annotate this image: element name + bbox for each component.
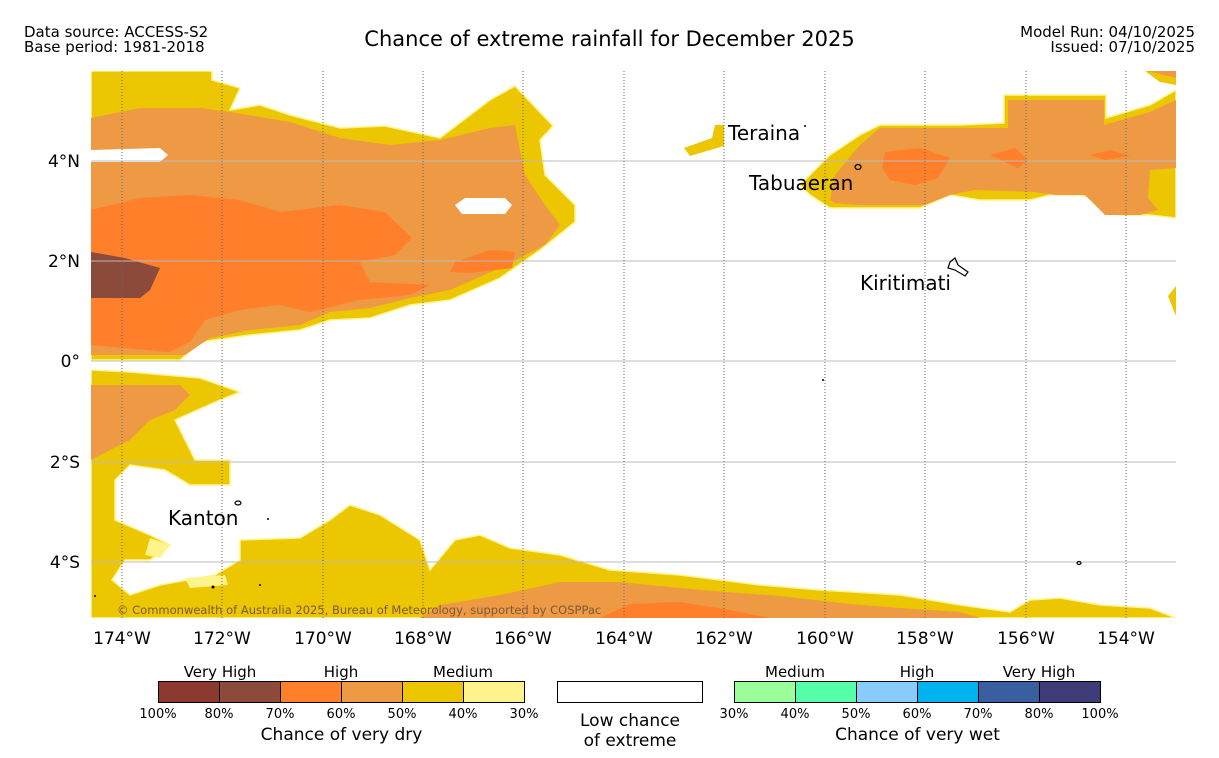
high-dry-region-south-core	[600, 602, 770, 618]
medium-dry-patch-east	[1168, 286, 1176, 316]
rainfall-map: © Commonwealth of Australia 2025, Bureau…	[48, 71, 1176, 649]
map-area: © Commonwealth of Australia 2025, Bureau…	[91, 71, 1176, 618]
legend-dry-swatch-1	[220, 682, 281, 702]
legend-wet-tick-4: 70%	[963, 707, 993, 722]
high-dry-patch-northeast	[882, 148, 950, 185]
low-chance-gap	[455, 198, 512, 214]
lat-label-0: 0°	[61, 352, 80, 372]
legend-wet-tick-1: 40%	[780, 707, 810, 722]
legend-dry-cat-high: High	[323, 663, 359, 681]
latitude-gridlines	[91, 160, 1176, 563]
legend-dry-swatch-3	[342, 682, 403, 702]
legend-wet-swatch-4	[979, 682, 1040, 702]
legend-dry-colorbar	[158, 681, 525, 703]
legend-wet-colorbar	[734, 681, 1101, 703]
lon-label-170w: 170°W	[294, 629, 352, 649]
lon-label-160w: 160°W	[796, 629, 854, 649]
legend-wet-swatch-5	[1040, 682, 1100, 702]
legend-dry-caption: Chance of very dry	[260, 725, 423, 745]
very-high-dry-region	[91, 252, 160, 298]
lon-label-166w: 166°W	[494, 629, 552, 649]
lon-label-154w: 154°W	[1097, 629, 1155, 649]
legend-dry-swatch-2	[281, 682, 342, 702]
longitude-gridlines	[121, 71, 1127, 618]
chart-title: Chance of extreme rainfall for December …	[364, 27, 855, 51]
place-label-kiritimati: Kiritimati	[860, 271, 951, 295]
legend-wet-tick-5: 80%	[1024, 707, 1054, 722]
legend-dry-swatch-5	[464, 682, 524, 702]
legend-wet-swatch-2	[857, 682, 918, 702]
place-label-teraina: Teraina	[727, 121, 800, 145]
lon-label-174w: 174°W	[93, 629, 151, 649]
high-dry-region-south	[420, 582, 980, 618]
base-period-label: Base period: 1981-2018	[24, 38, 205, 56]
legend-dry-tick-4: 50%	[387, 707, 417, 722]
legend-low-line2: of extreme	[583, 731, 677, 751]
high-dry-top-right	[1148, 71, 1176, 78]
lon-label-168w: 168°W	[394, 629, 452, 649]
legend-wet-swatch-1	[796, 682, 857, 702]
place-label-kanton: Kanton	[168, 506, 238, 530]
high-dry-region-southwest	[91, 385, 190, 460]
legend-dry-swatch-0	[159, 682, 220, 702]
legend-low-line1: Low chance	[580, 711, 680, 731]
islands	[234, 163, 1082, 566]
lat-label-2s: 2°S	[50, 453, 80, 473]
legend-dry-tick-0: 100%	[139, 707, 177, 722]
data-source-label: Data source: ACCESS-S2	[24, 23, 209, 41]
medium-dry-region-south	[91, 369, 1176, 618]
place-label-tabuaeran: Tabuaeran	[748, 171, 853, 195]
legend-wet-swatch-3	[918, 682, 979, 702]
low-chance-gap-2	[91, 148, 168, 162]
lon-label-172w: 172°W	[193, 629, 251, 649]
high-dry-patch-northeast-3	[1090, 150, 1130, 160]
legend-wet-cat-very-high: Very High	[1002, 663, 1076, 681]
legend-dry-cat-medium: Medium	[433, 663, 493, 681]
legend-wet-cat-medium: Medium	[765, 663, 825, 681]
legend-dry-tick-2: 70%	[265, 707, 295, 722]
medium-dry-patch-teraina	[684, 125, 724, 156]
lon-label-162w: 162°W	[695, 629, 753, 649]
legend-dry-tick-6: 30%	[509, 707, 539, 722]
legend-dry-tick-3: 60%	[326, 707, 356, 722]
high-dry-region-core	[91, 195, 430, 352]
legend-wet-tick-0: 30%	[719, 707, 749, 722]
medium-dry-light-patch-2	[185, 575, 228, 588]
legend-dry-tick-5: 40%	[448, 707, 478, 722]
copyright-note: © Commonwealth of Australia 2025, Bureau…	[117, 603, 601, 617]
legend-low-swatch	[557, 681, 703, 703]
lat-label-2n: 2°N	[48, 252, 80, 272]
lon-label-164w: 164°W	[595, 629, 653, 649]
legend-wet-tick-6: 100%	[1081, 707, 1119, 722]
lon-label-158w: 158°W	[896, 629, 954, 649]
medium-dry-light-patch	[145, 538, 170, 558]
legend-wet-tick-3: 60%	[902, 707, 932, 722]
legend-wet-swatch-0	[735, 682, 796, 702]
legend-dry-swatch-4	[403, 682, 464, 702]
lat-label-4n: 4°N	[48, 152, 80, 172]
islets	[94, 125, 824, 597]
issued-label: Issued: 07/10/2025	[1050, 38, 1195, 56]
legend-dry-tick-1: 80%	[204, 707, 234, 722]
lat-label-4s: 4°S	[50, 553, 80, 573]
model-run-label: Model Run: 04/10/2025	[1020, 23, 1195, 41]
legend-wet-tick-2: 50%	[841, 707, 871, 722]
legend-dry-cat-very-high: Very High	[183, 663, 257, 681]
legend-wet-caption: Chance of very wet	[835, 725, 1000, 745]
high-dry-patch-northeast-2	[990, 148, 1028, 168]
legend-wet-cat-high: High	[899, 663, 935, 681]
lon-label-156w: 156°W	[997, 629, 1055, 649]
